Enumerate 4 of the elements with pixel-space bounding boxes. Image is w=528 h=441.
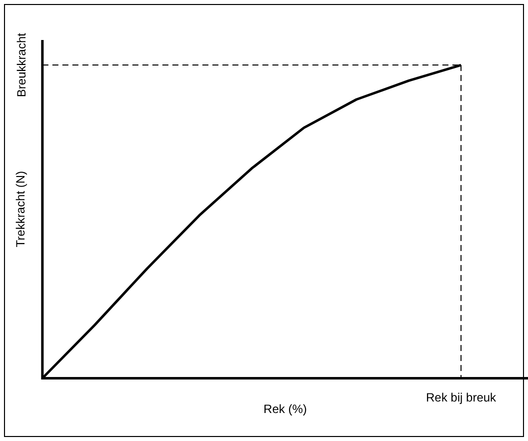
text: Breukkracht bbox=[14, 32, 29, 98]
text: Rek bij breuk bbox=[426, 390, 498, 405]
x-axis-title: Rek (%) bbox=[264, 402, 307, 416]
y-axis-title: Trekkracht (N) bbox=[14, 170, 28, 248]
